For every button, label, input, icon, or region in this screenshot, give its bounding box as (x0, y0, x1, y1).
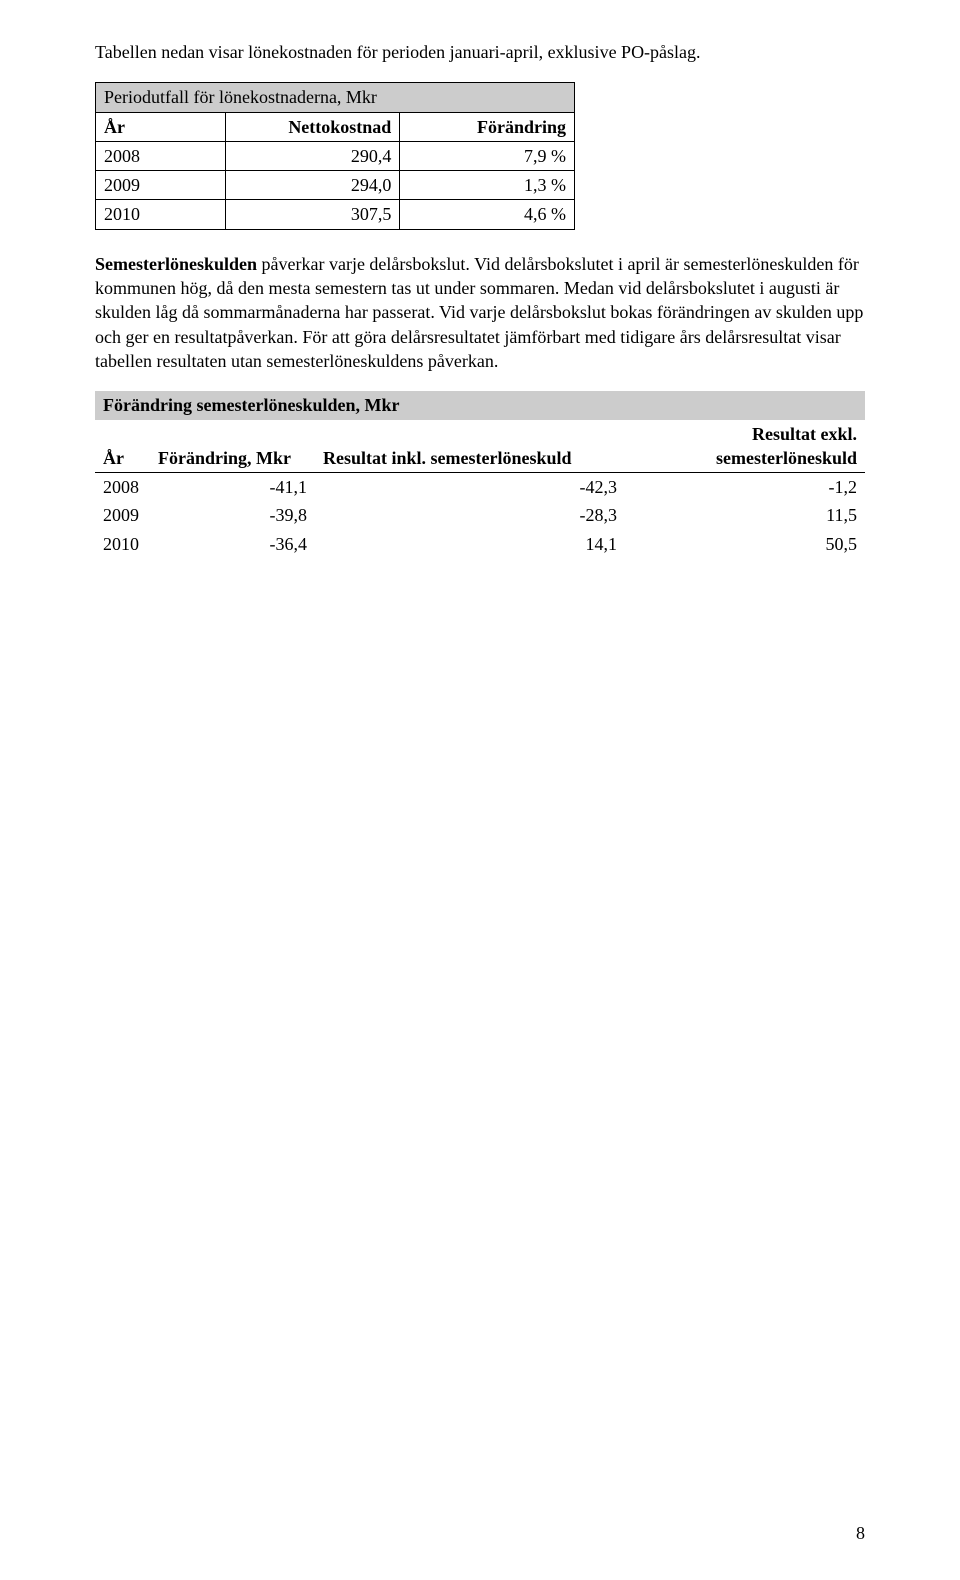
t1-col-chg: Förändring (400, 112, 575, 141)
cell: 290,4 (225, 141, 400, 170)
t1-col-net: Nettokostnad (225, 112, 400, 141)
cell: 2009 (96, 171, 226, 200)
table2-title: Förändring semesterlöneskulden, Mkr (95, 391, 865, 419)
cell: -1,2 (625, 473, 865, 502)
cell: 7,9 % (400, 141, 575, 170)
table-row: 2010 307,5 4,6 % (96, 200, 575, 229)
bold-term: Semesterlöneskulden (95, 254, 257, 274)
cell: 2008 (95, 473, 150, 502)
cell: 2010 (95, 530, 150, 558)
cell: 294,0 (225, 171, 400, 200)
t1-col-year: År (96, 112, 226, 141)
cell: -36,4 (150, 530, 315, 558)
t2-col-exkl: Resultat exkl. semesterlöneskuld (625, 420, 865, 473)
table1-title: Periodutfall för lönekostnaderna, Mkr (96, 83, 575, 112)
table-semester: Förändring semesterlöneskulden, Mkr År F… (95, 391, 865, 558)
page-number: 8 (856, 1521, 865, 1545)
cell: 11,5 (625, 501, 865, 529)
cell: 50,5 (625, 530, 865, 558)
table-row: 2009 294,0 1,3 % (96, 171, 575, 200)
cell: -28,3 (315, 501, 625, 529)
cell: 307,5 (225, 200, 400, 229)
cell: -41,1 (150, 473, 315, 502)
cell: 2010 (96, 200, 226, 229)
t2-col-year: År (95, 420, 150, 473)
table-row: 2010 -36,4 14,1 50,5 (95, 530, 865, 558)
table-row: 2008 290,4 7,9 % (96, 141, 575, 170)
cell: 2008 (96, 141, 226, 170)
cell: 4,6 % (400, 200, 575, 229)
t2-col-inkl: Resultat inkl. semesterlöneskuld (315, 420, 625, 473)
body-paragraph: Semesterlöneskulden påverkar varje delår… (95, 252, 865, 373)
intro-paragraph: Tabellen nedan visar lönekostnaden för p… (95, 40, 865, 64)
table-row: 2008 -41,1 -42,3 -1,2 (95, 473, 865, 502)
cell: 1,3 % (400, 171, 575, 200)
t2-col-chg: Förändring, Mkr (150, 420, 315, 473)
cell: -39,8 (150, 501, 315, 529)
table-row: 2009 -39,8 -28,3 11,5 (95, 501, 865, 529)
cell: 14,1 (315, 530, 625, 558)
table-payroll: Periodutfall för lönekostnaderna, Mkr År… (95, 82, 575, 229)
cell: 2009 (95, 501, 150, 529)
cell: -42,3 (315, 473, 625, 502)
